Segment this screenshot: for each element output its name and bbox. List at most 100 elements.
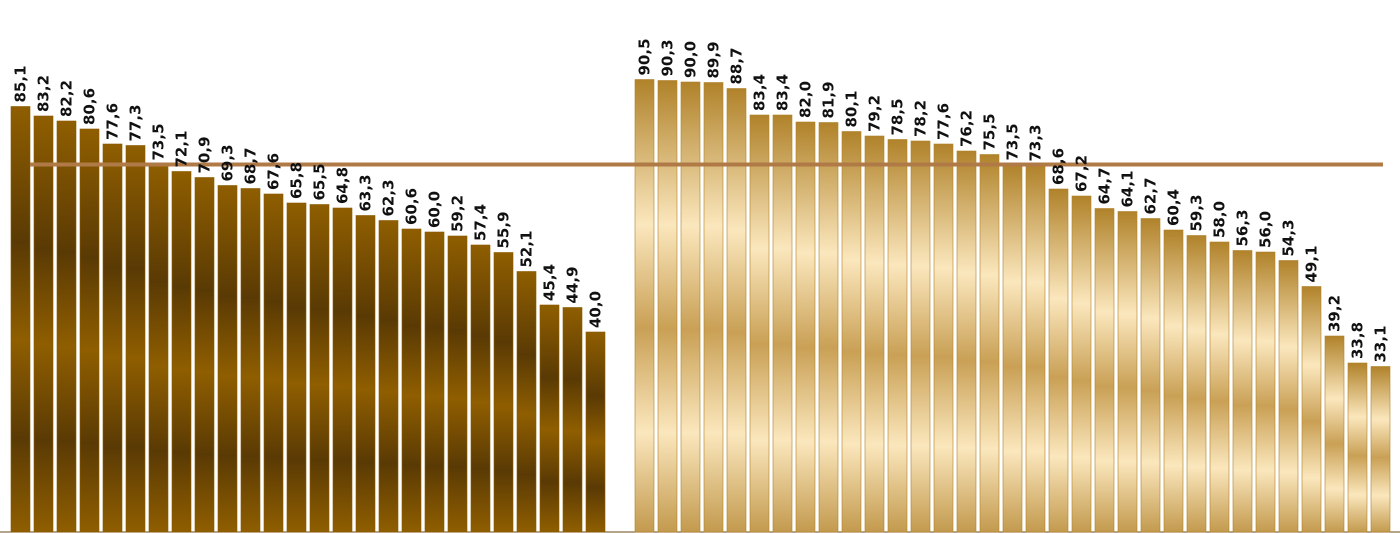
value-label-series2-22: 64,1 [1119,170,1137,207]
bar-series1-26 [585,331,606,533]
value-label-series2-16: 75,5 [981,113,999,150]
bar-series2-28 [1255,251,1276,533]
bar-series1-10 [217,185,238,533]
bar-series2-10 [841,131,862,533]
bar-series2-4 [703,82,724,533]
value-label-series2-23: 62,7 [1142,177,1160,214]
bar-series2-30 [1301,286,1322,533]
value-label-series2-31: 39,2 [1326,295,1344,332]
value-label-series1-20: 59,2 [449,195,467,232]
value-labels-layer: 85,1 83,2 82,2 80,6 77,6 77,3 73,5 72,1 70,9 69,3… [12,38,1390,362]
bar-series1-13 [286,202,307,533]
bar-series1-7 [148,164,169,533]
bar-series2-27 [1232,250,1253,533]
bar-series1-14 [309,204,330,533]
value-label-series2-29: 54,3 [1280,219,1298,256]
bar-series1-21 [470,244,491,533]
value-label-series1-13: 65,8 [288,162,306,199]
value-label-series1-2: 83,2 [35,75,53,112]
bar-series2-9 [818,122,839,533]
value-label-series1-15: 64,8 [334,167,352,204]
value-label-series2-33: 33,1 [1372,325,1390,362]
bar-series1-15 [332,207,353,533]
value-label-series2-8: 82,0 [797,81,815,118]
value-label-series2-14: 77,6 [935,103,953,140]
value-label-series1-26: 40,0 [587,291,605,328]
bar-series1-11 [240,188,261,533]
bar-series2-15 [956,150,977,533]
value-label-series2-27: 56,3 [1234,209,1252,246]
bar-series2-31 [1324,335,1345,533]
value-label-series1-25: 44,9 [564,266,582,303]
value-label-series2-5: 88,7 [728,47,746,84]
value-label-series2-24: 60,4 [1165,189,1183,226]
bar-series2-20 [1071,195,1092,533]
bar-series1-16 [355,215,376,533]
value-label-series2-32: 33,8 [1349,322,1367,359]
value-label-series2-7: 83,4 [774,74,792,111]
bar-series2-17 [1002,164,1023,533]
value-label-series2-17: 73,5 [1004,123,1022,160]
bar-series2-18 [1025,165,1046,533]
value-label-series1-1: 85,1 [12,65,30,102]
value-label-series2-1: 90,5 [636,38,654,75]
value-label-series1-4: 80,6 [81,88,99,125]
bar-series2-2 [657,80,678,533]
bar-series1-8 [171,171,192,533]
bar-series1-1 [10,106,31,533]
value-label-series2-12: 78,5 [889,98,907,135]
bar-series2-3 [680,81,701,533]
bar-series1-3 [56,120,77,533]
value-label-series1-21: 57,4 [472,204,490,241]
value-label-series2-26: 58,0 [1211,201,1229,238]
bar-series2-24 [1163,229,1184,533]
bar-series2-33 [1370,366,1391,533]
value-label-series1-22: 55,9 [495,211,513,248]
bar-series2-1 [634,79,655,533]
bar-series1-24 [539,304,560,533]
value-label-series1-17: 62,3 [380,179,398,216]
bar-series2-13 [910,140,931,533]
bar-series2-19 [1048,188,1069,533]
value-label-series1-14: 65,5 [311,163,329,200]
value-label-series2-28: 56,0 [1257,211,1275,248]
value-label-series1-11: 68,7 [242,147,260,184]
bar-series2-7 [772,114,793,533]
value-label-series2-20: 67,2 [1073,155,1091,192]
value-label-series2-4: 89,9 [705,41,723,78]
bar-series1-22 [493,252,514,533]
value-label-series2-11: 79,2 [866,95,884,132]
value-label-series1-18: 60,6 [403,188,421,225]
value-label-series2-6: 83,4 [751,74,769,111]
value-label-series1-8: 72,1 [173,130,191,167]
value-label-series1-10: 69,3 [219,144,237,181]
bar-series1-12 [263,193,284,533]
bar-series1-18 [401,228,422,533]
bar-series1-25 [562,307,583,533]
bar-series1-23 [516,271,537,533]
bar-series1-6 [125,145,146,533]
bar-series2-21 [1094,208,1115,533]
bar-series2-23 [1140,218,1161,533]
bar-series2-11 [864,135,885,533]
value-label-series2-25: 59,3 [1188,194,1206,231]
bar-series2-22 [1117,211,1138,533]
value-label-series1-12: 67,6 [265,153,283,190]
bar-series1-19 [424,231,445,533]
value-label-series2-19: 68,6 [1050,148,1068,185]
value-label-series1-3: 82,2 [58,80,76,117]
bar-series1-2 [33,115,54,533]
value-label-series2-9: 81,9 [820,81,838,118]
value-label-series2-3: 90,0 [682,41,700,78]
bar-series2-12 [887,139,908,533]
bars-layer [10,79,1391,533]
bar-series1-5 [102,143,123,533]
bar-series1-17 [378,220,399,533]
value-label-series2-10: 80,1 [843,90,861,127]
value-label-series1-19: 60,0 [426,191,444,228]
bar-series2-8 [795,121,816,533]
value-label-series1-23: 52,1 [518,230,536,267]
bar-series2-25 [1186,235,1207,533]
bar-series2-6 [749,114,770,533]
